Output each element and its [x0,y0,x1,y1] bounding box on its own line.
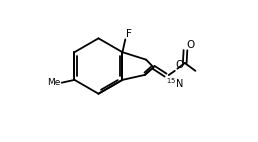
Text: Me: Me [47,78,60,87]
Text: F: F [126,29,132,39]
Text: O: O [186,39,194,50]
Text: $^{15}$N: $^{15}$N [166,76,184,90]
Text: O: O [175,60,183,70]
